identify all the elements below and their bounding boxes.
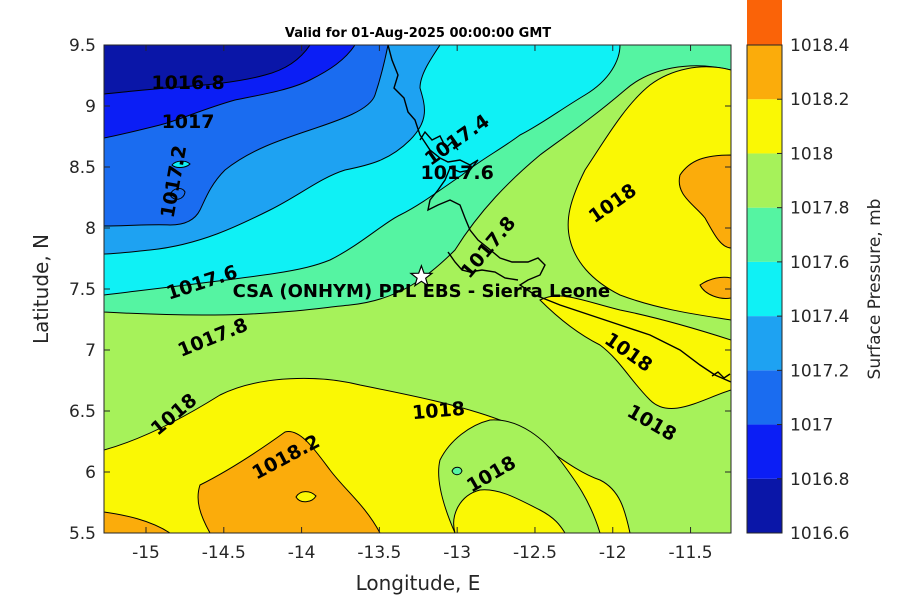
- coastline-inlet-2: [447, 251, 519, 281]
- colorbar-block: [747, 424, 782, 479]
- colorbar-block: [747, 370, 782, 425]
- x-axis-label: Longitude, E: [356, 571, 481, 595]
- x-tick-label: -12.5: [513, 543, 557, 563]
- x-tick-label: -13.5: [357, 543, 401, 563]
- small-cyan-pocket-south: [451, 466, 463, 476]
- colorbar-block: [747, 153, 782, 208]
- colorbar-blocks: [747, 0, 782, 533]
- y-axis-ticks: 5.5 6 6.5 7 7.5 8 8.5 9 9.5: [69, 36, 731, 544]
- colorbar-tick-label: 1017.2: [790, 361, 849, 381]
- band-1016-6-to-1016-8: [104, 45, 311, 95]
- contour-label: 1016.8: [151, 72, 224, 94]
- coastline: [387, 45, 731, 383]
- colorbar-block: [747, 0, 782, 45]
- colorbar-block: [747, 316, 782, 371]
- colorbar-tick-label: 1018.2: [790, 90, 849, 110]
- x-tick-label: -12: [599, 543, 627, 563]
- band-1018-0-to-1018-2-east: [567, 66, 731, 321]
- coastline-islands: [711, 371, 731, 379]
- colorbar-block: [747, 478, 782, 533]
- colorbar-block: [747, 45, 782, 100]
- y-tick-label: 7: [85, 341, 96, 361]
- y-tick-label: 7.5: [69, 280, 96, 300]
- colorbar-block: [747, 261, 782, 317]
- x-tick-label: -14.5: [202, 543, 246, 563]
- colorbar-tick-label: 1017: [790, 416, 833, 436]
- y-tick-label: 5.5: [69, 524, 96, 544]
- colorbar-ticks: 1016.6 1016.8 1017 1017.2 1017.4 1017.6 1017.8…: [777, 36, 849, 544]
- y-tick-label: 9: [85, 97, 96, 117]
- station: CSA (ONHYM) PPL EBS - Sierra Leone: [233, 264, 610, 302]
- colorbar-block: [747, 99, 782, 154]
- contour-label: 1017.6: [421, 162, 494, 184]
- y-tick-label: 8.5: [69, 158, 96, 178]
- colorbar-tick-label: 1018: [790, 144, 833, 164]
- y-tick-label: 8: [85, 219, 96, 239]
- small-blue-blob: [169, 187, 186, 200]
- colorbar-tick-label: 1017.4: [790, 307, 849, 327]
- small-cyan-blob: [171, 160, 191, 168]
- x-tick-label: -14: [288, 543, 316, 563]
- band-1018-0-to-1018-2-southeast: [539, 295, 731, 410]
- x-tick-label: -11.5: [669, 543, 713, 563]
- x-tick-label: -13: [443, 543, 471, 563]
- map-title: Valid for 01-Aug-2025 00:00:00 GMT: [285, 26, 551, 41]
- x-tick-label: -15: [132, 543, 160, 563]
- axes: -15 -14.5 -14 -13.5 -13 -12.5 -12 -11.5 5.5 6 6.5…: [29, 36, 732, 595]
- y-tick-label: 6.5: [69, 402, 96, 422]
- x-axis-ticks: -15 -14.5 -14 -13.5 -13 -12.5 -12 -11.5: [132, 45, 713, 563]
- station-label: CSA (ONHYM) PPL EBS - Sierra Leone: [233, 281, 610, 302]
- y-tick-label: 9.5: [69, 36, 96, 56]
- band-1018-2-to-1018-4-east-small: [699, 276, 731, 299]
- y-tick-label: 6: [85, 463, 96, 483]
- band-1018-2-to-1018-4-south: [197, 431, 381, 533]
- colorbar-tick-label: 1017.8: [790, 199, 849, 219]
- colorbar-tick-label: 1018.4: [790, 36, 849, 56]
- colorbar-block: [747, 207, 782, 262]
- coastline-inlet-1: [419, 130, 459, 151]
- colorbar-label: Surface Pressure, mb: [865, 199, 885, 380]
- colorbar: 1016.6 1016.8 1017 1017.2 1017.4 1017.6 1017.8…: [746, 0, 885, 544]
- band-1018-2-to-1018-4-east: [678, 154, 731, 249]
- star-icon: [409, 264, 434, 288]
- y-axis-label: Latitude, N: [29, 234, 53, 344]
- contour-label: 1017: [162, 111, 215, 133]
- band-1018-0-to-1018-2-inner-yellow: [453, 489, 566, 533]
- colorbar-frame: [746, 44, 783, 534]
- colorbar-tick-label: 1016.6: [790, 524, 849, 544]
- contour-label: 1018: [411, 398, 466, 425]
- colorbar-tick-label: 1017.6: [790, 253, 849, 273]
- coastline-main: [387, 45, 731, 383]
- colorbar-tick-label: 1016.8: [790, 470, 849, 490]
- yellow-pocket-in-orange: [295, 491, 317, 503]
